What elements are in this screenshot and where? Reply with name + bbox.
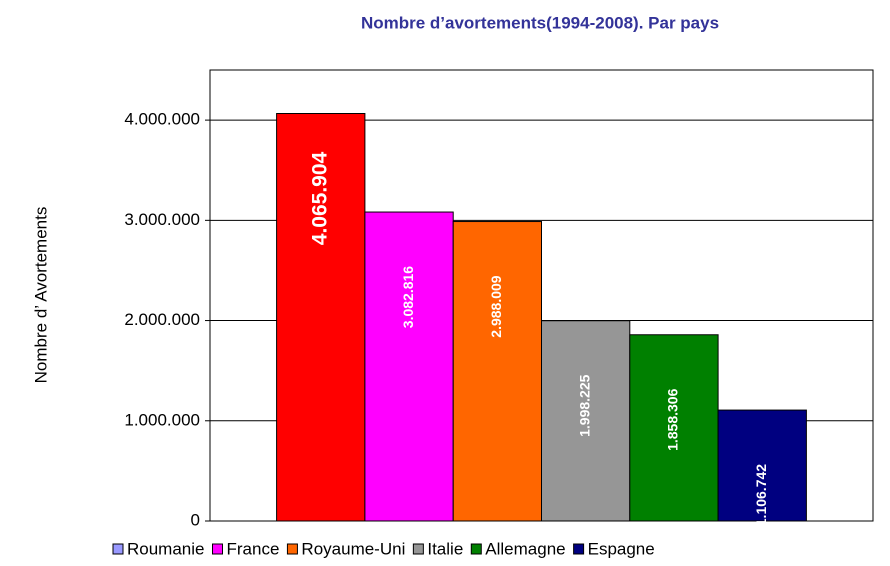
- value-label: 1.998.225: [576, 374, 592, 436]
- legend-swatch: [412, 543, 424, 555]
- legend-label: Italie: [427, 539, 463, 558]
- legend-swatch: [212, 543, 223, 555]
- legend-label: France: [227, 539, 280, 558]
- value-label: 1.858.306: [665, 388, 681, 450]
- y-tick-label: 2.000.000: [124, 310, 200, 329]
- y-tick-label: 0: [191, 510, 200, 529]
- legend-swatch: [470, 543, 482, 555]
- value-label: 1.106.742: [753, 464, 769, 526]
- value-label: 2.988.009: [488, 275, 504, 337]
- legend-swatch: [112, 543, 124, 555]
- bar: [452, 221, 543, 522]
- bar: [364, 211, 454, 522]
- bar: [629, 334, 719, 522]
- legend-swatch: [573, 543, 585, 555]
- chart-title: Nombre d’avortements(1994-2008). Par pay…: [361, 13, 719, 32]
- legend-label: Allemagne: [485, 539, 565, 558]
- legend-label: Espagne: [588, 539, 655, 558]
- y-tick-label: 1.000.000: [124, 410, 200, 429]
- bar: [717, 409, 807, 522]
- y-tick-label: 3.000.000: [124, 210, 200, 229]
- legend-swatch: [286, 543, 298, 555]
- legend-label: Royaume-Uni: [301, 539, 405, 558]
- y-tick-label: 4.000.000: [124, 110, 200, 129]
- value-label: 4.065.904: [308, 151, 331, 245]
- legend-label: Roumanie: [127, 539, 205, 558]
- y-axis-label: Nombre d’ Avortements: [31, 207, 50, 384]
- bar: [541, 320, 631, 522]
- value-label: 3.082.816: [400, 266, 416, 328]
